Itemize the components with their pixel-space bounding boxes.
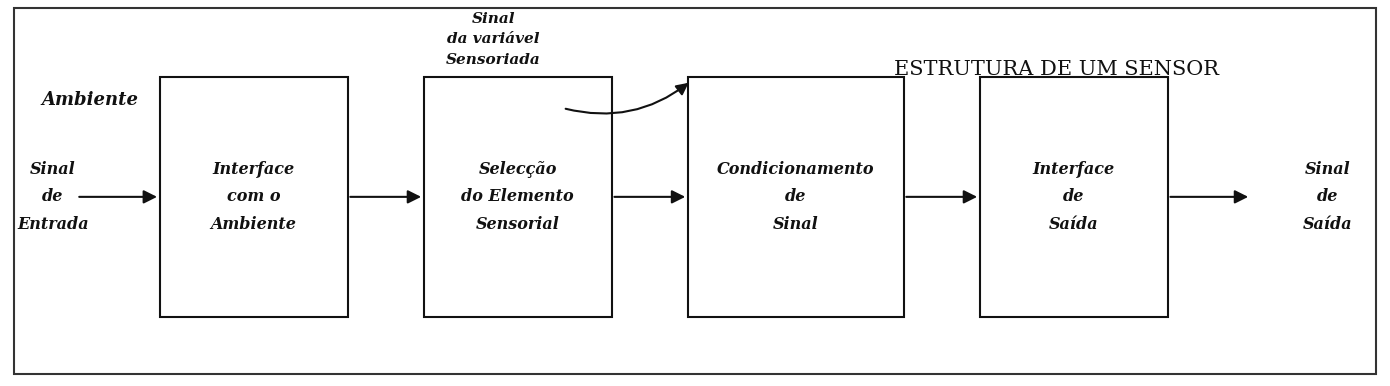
Text: Sinal
da variável
Sensoriada: Sinal da variável Sensoriada	[446, 12, 541, 67]
Text: Sinal
de
Saída: Sinal de Saída	[1302, 161, 1352, 233]
Text: Interface
de
Saída: Interface de Saída	[1033, 161, 1115, 233]
Bar	[980, 77, 1168, 317]
Text: Selecção
do Elemento
Sensorial: Selecção do Elemento Sensorial	[461, 161, 574, 233]
Bar	[688, 77, 904, 317]
Text: ESTRUTURA DE UM SENSOR: ESTRUTURA DE UM SENSOR	[894, 60, 1219, 79]
Text: Interface
com o
Ambiente: Interface com o Ambiente	[211, 161, 296, 233]
Text: Ambiente: Ambiente	[42, 91, 139, 109]
Bar	[160, 77, 348, 317]
Text: Condicionamento
de
Sinal: Condicionamento de Sinal	[717, 161, 874, 233]
Text: Sinal
de
Entrada: Sinal de Entrada	[17, 161, 89, 233]
Bar	[424, 77, 612, 317]
